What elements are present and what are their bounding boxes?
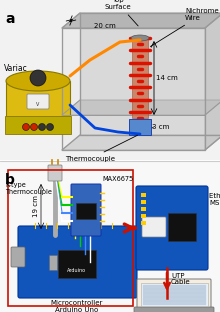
Text: MAX6675: MAX6675 bbox=[102, 176, 133, 182]
Text: 3 cm: 3 cm bbox=[152, 124, 169, 130]
FancyBboxPatch shape bbox=[18, 226, 137, 298]
FancyBboxPatch shape bbox=[27, 94, 49, 109]
Ellipse shape bbox=[6, 109, 70, 129]
Text: Variac: Variac bbox=[4, 64, 28, 73]
FancyBboxPatch shape bbox=[136, 186, 208, 270]
Polygon shape bbox=[62, 135, 220, 150]
FancyBboxPatch shape bbox=[134, 307, 214, 312]
Bar bbox=[141, 200, 146, 204]
Circle shape bbox=[31, 124, 37, 130]
FancyBboxPatch shape bbox=[142, 217, 166, 237]
Text: K-type
Thermocouple: K-type Thermocouple bbox=[5, 182, 52, 195]
Text: Top
Surface: Top Surface bbox=[105, 0, 138, 26]
Bar bbox=[141, 207, 146, 211]
Text: 19 cm: 19 cm bbox=[33, 195, 39, 217]
Ellipse shape bbox=[6, 71, 70, 91]
Bar bbox=[8, 170, 133, 306]
Polygon shape bbox=[62, 28, 205, 150]
FancyBboxPatch shape bbox=[50, 256, 57, 271]
Text: 20 cm: 20 cm bbox=[94, 23, 116, 29]
Bar bbox=[141, 221, 146, 225]
FancyBboxPatch shape bbox=[5, 116, 71, 134]
Bar bbox=[132, 38, 148, 118]
Ellipse shape bbox=[131, 35, 149, 41]
Bar bbox=[76, 203, 96, 219]
Text: Arduino: Arduino bbox=[68, 267, 86, 272]
Bar bbox=[58, 250, 96, 278]
Bar bbox=[6, 81, 70, 119]
Bar bbox=[141, 193, 146, 197]
Circle shape bbox=[46, 124, 53, 130]
Text: Microcontroller
Arduino Uno: Microcontroller Arduino Uno bbox=[51, 300, 103, 312]
Text: Ethernet Shield
MS100: Ethernet Shield MS100 bbox=[209, 193, 220, 206]
Text: Nichrome
Wire: Nichrome Wire bbox=[150, 8, 219, 46]
FancyBboxPatch shape bbox=[141, 282, 207, 305]
Bar bbox=[0, 162, 220, 312]
FancyBboxPatch shape bbox=[48, 165, 62, 181]
Text: Thermocouple: Thermocouple bbox=[65, 135, 138, 162]
Bar bbox=[141, 214, 146, 218]
Polygon shape bbox=[62, 100, 220, 115]
Circle shape bbox=[22, 124, 29, 130]
Polygon shape bbox=[80, 13, 220, 135]
Text: a: a bbox=[5, 12, 15, 26]
FancyBboxPatch shape bbox=[129, 119, 151, 135]
Text: UTP
Cable: UTP Cable bbox=[171, 272, 191, 285]
Polygon shape bbox=[205, 13, 220, 150]
Circle shape bbox=[30, 70, 46, 86]
FancyBboxPatch shape bbox=[137, 279, 211, 309]
Text: b: b bbox=[5, 173, 15, 187]
Polygon shape bbox=[62, 13, 220, 28]
Text: 14 cm: 14 cm bbox=[156, 75, 178, 81]
FancyBboxPatch shape bbox=[11, 247, 25, 267]
FancyBboxPatch shape bbox=[71, 184, 101, 236]
Bar bbox=[0, 0, 220, 160]
Bar bbox=[168, 213, 196, 241]
Text: V: V bbox=[36, 101, 40, 106]
Circle shape bbox=[38, 124, 46, 130]
